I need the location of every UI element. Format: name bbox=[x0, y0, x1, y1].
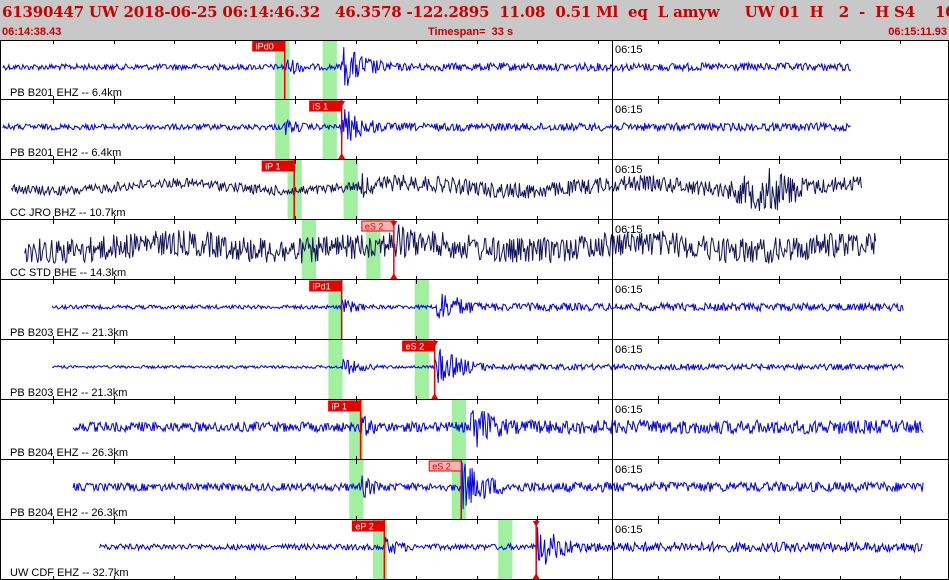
minute-label: 06:15 bbox=[615, 104, 643, 116]
panel-border bbox=[0, 40, 949, 580]
waveform bbox=[72, 462, 924, 510]
time-window bbox=[328, 280, 343, 340]
pick-marker-down bbox=[390, 221, 398, 227]
pick-label: eP 2 bbox=[355, 522, 373, 532]
waveform bbox=[24, 224, 877, 264]
pick-flag[interactable] bbox=[351, 520, 385, 532]
end-time: 06:15:11.93 bbox=[888, 26, 947, 38]
channel-label: PB B203 EH2 -- 21.3km bbox=[10, 387, 127, 399]
waveform bbox=[99, 527, 923, 565]
pick-marker-down bbox=[431, 341, 439, 347]
channel-label: PB B204 EHZ -- 26.3km bbox=[10, 447, 128, 459]
channel-row[interactable]: eP 2 06:15 UW CDF EHZ -- 32.7km bbox=[10, 520, 923, 580]
time-window bbox=[328, 340, 343, 400]
minute-label: 06:15 bbox=[615, 164, 643, 176]
channel-row[interactable]: iP 1 06:15 PB B204 EHZ -- 26.3km bbox=[0, 400, 949, 460]
time-window bbox=[414, 280, 429, 340]
pick-marker-up bbox=[390, 273, 398, 279]
channel-row[interactable]: iPd0 06:15 PB B201 EHZ -- 6.4km bbox=[0, 40, 949, 100]
channel-row[interactable]: iPd1 06:15 PB B203 EHZ -- 21.3km bbox=[0, 280, 949, 340]
channel-row[interactable]: iP 1 06:15 CC JRO BHZ -- 10.7km bbox=[0, 160, 949, 220]
minute-label: 06:15 bbox=[615, 524, 643, 536]
minute-label: 06:15 bbox=[615, 464, 643, 476]
pick-marker-up bbox=[431, 393, 439, 399]
waveform bbox=[2, 47, 852, 86]
pick-label: iP 1 bbox=[265, 162, 280, 172]
minute-label: 06:15 bbox=[615, 224, 643, 236]
start-time: 06:14:38.43 bbox=[2, 26, 62, 38]
timespan-label: Timespan= 33 s bbox=[428, 26, 514, 38]
channel-label: PB B203 EHZ -- 21.3km bbox=[10, 327, 128, 339]
pick-label: eS 2 bbox=[432, 462, 451, 472]
pick-label: eS 2 bbox=[365, 222, 384, 232]
time-window bbox=[349, 460, 364, 520]
pick-flag[interactable] bbox=[261, 160, 295, 172]
pick-marker-down bbox=[532, 521, 540, 527]
pick-marker-up bbox=[338, 153, 346, 159]
channel-label: UW CDF EHZ -- 32.7km bbox=[10, 567, 129, 579]
time-window bbox=[366, 220, 381, 280]
trace-panel[interactable]: iPd0 06:15 PB B201 EHZ -- 6.4km iS 1 06:15 PB… bbox=[0, 40, 949, 580]
pick-marker-down bbox=[338, 101, 346, 107]
minute-label: 06:15 bbox=[615, 44, 643, 56]
time-window bbox=[322, 100, 337, 160]
waveform bbox=[52, 348, 904, 384]
channel-label: PB B201 EHZ -- 6.4km bbox=[10, 87, 122, 99]
waveform bbox=[10, 168, 862, 212]
waveform bbox=[51, 293, 904, 319]
channel-row[interactable]: eS 2 06:15 CC STD BHE -- 14.3km bbox=[0, 220, 949, 280]
channel-label: CC STD BHE -- 14.3km bbox=[10, 267, 126, 279]
time-window bbox=[275, 40, 290, 100]
minute-label: 06:15 bbox=[615, 404, 643, 416]
pick-label: iS 1 bbox=[313, 102, 329, 112]
pick-flag[interactable] bbox=[309, 280, 343, 292]
time-window bbox=[498, 520, 513, 580]
channel-label: PB B204 EH2 -- 26.3km bbox=[10, 507, 127, 519]
minute-label: 06:15 bbox=[615, 344, 643, 356]
pick-label: eS 2 bbox=[406, 342, 425, 352]
pick-label: iPd1 bbox=[313, 282, 331, 292]
pick-flag[interactable] bbox=[428, 460, 462, 472]
channel-row[interactable]: iS 1 06:15 PB B201 EH2 -- 6.4km bbox=[0, 100, 949, 160]
time-window bbox=[414, 340, 429, 400]
pick-label: iPd0 bbox=[256, 42, 274, 52]
waveform bbox=[72, 410, 924, 448]
pick-label: iP 1 bbox=[332, 402, 347, 412]
event-header: 61390447 UW 2018-06-25 06:14:46.32 46.35… bbox=[0, 0, 949, 40]
time-window bbox=[322, 40, 337, 100]
time-window bbox=[301, 220, 317, 280]
channel-label: PB B201 EH2 -- 6.4km bbox=[10, 147, 121, 159]
channel-label: CC JRO BHZ -- 10.7km bbox=[10, 207, 126, 219]
time-window bbox=[275, 100, 290, 160]
minute-label: 06:15 bbox=[615, 284, 643, 296]
channel-row[interactable]: eS 2 06:15 PB B204 EH2 -- 26.3km bbox=[0, 460, 949, 520]
channel-row[interactable]: eS 2 06:15 PB B203 EH2 -- 21.3km bbox=[0, 340, 949, 400]
pick-flag[interactable] bbox=[328, 400, 362, 412]
waveform bbox=[2, 109, 851, 141]
event-summary-title: 61390447 UW 2018-06-25 06:14:46.32 46.35… bbox=[2, 3, 949, 21]
pick-marker-up bbox=[532, 573, 540, 579]
